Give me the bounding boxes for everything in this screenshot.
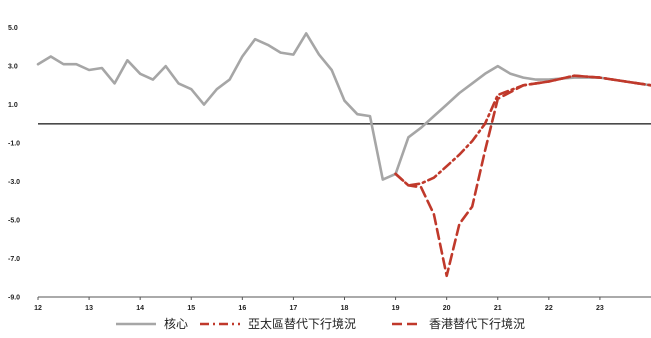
x-tick-label: 22 — [545, 305, 553, 312]
x-tick-label: 18 — [341, 305, 349, 312]
x-tick-label: 13 — [85, 305, 93, 312]
y-tick-label: 1.0 — [8, 102, 18, 109]
x-tick-label: 23 — [596, 305, 604, 312]
y-tick-label: -1.0 — [8, 141, 20, 148]
legend-label-2: 亞太區替代下行境況 — [248, 316, 356, 331]
legend: 核心 亞太區替代下行境況 香港替代下行境況 — [116, 316, 525, 331]
y-tick-label: 3.0 — [8, 64, 18, 71]
series-layer — [36, 32, 651, 278]
x-tick-label: 16 — [238, 305, 246, 312]
x-tick-label: 15 — [187, 305, 195, 312]
x-tick-label: 21 — [494, 305, 502, 312]
x-tick-label: 19 — [392, 305, 400, 312]
y-tick-label: -7.0 — [8, 256, 20, 263]
y-tick-label: -5.0 — [8, 218, 20, 225]
y-tick-label: -9.0 — [8, 295, 20, 302]
x-tick-label: 17 — [290, 305, 298, 312]
legend-label-1: 核心 — [164, 317, 188, 331]
series-line-2 — [394, 74, 651, 187]
x-tick-label: 12 — [34, 305, 42, 312]
series-line-1 — [36, 32, 651, 181]
series-line-3 — [394, 74, 651, 278]
y-tick-label: -3.0 — [8, 179, 20, 186]
legend-label-3: 香港替代下行境況 — [429, 316, 525, 331]
axes: 5.0 3.0 1.0 -1.0 -3.0 -5.0 -7.0 -9.0 12 13 14 15 16 1… — [8, 25, 651, 312]
x-tick-label: 20 — [443, 305, 451, 312]
x-tick-label: 14 — [136, 305, 144, 312]
y-tick-label: 5.0 — [8, 25, 18, 32]
